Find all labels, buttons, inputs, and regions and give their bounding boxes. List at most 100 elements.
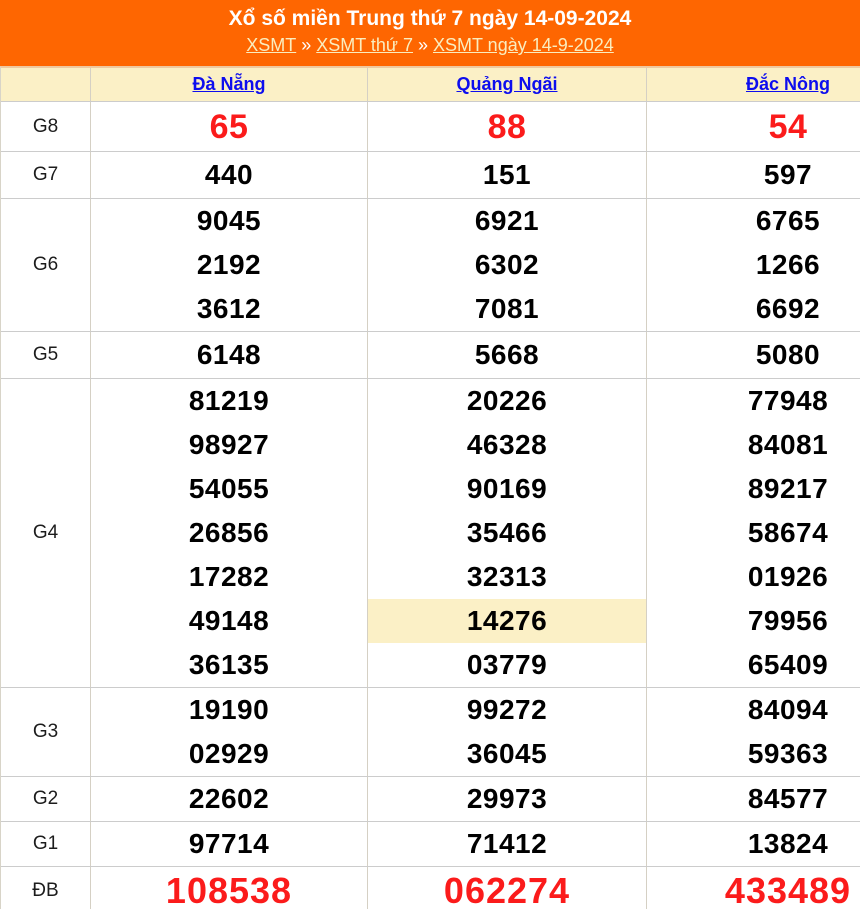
- prize-value: 151: [482, 159, 532, 190]
- prize-cell: 88: [367, 102, 646, 151]
- prize-cell: 84094 59363: [646, 688, 860, 776]
- prize-value: 19190: [188, 694, 270, 725]
- prize-value: 433489: [724, 869, 852, 909]
- prize-label: G3: [32, 721, 59, 742]
- prize-value: 3612: [196, 293, 262, 324]
- prize-value: 36135: [188, 649, 270, 680]
- prize-row-g5: G5 6148 5668 5080: [1, 332, 860, 379]
- prize-value: 99272: [466, 694, 548, 725]
- prize-label: G6: [32, 254, 59, 275]
- column-header-quang-ngai: Quảng Ngãi: [367, 68, 646, 101]
- prize-row-db: ĐB 108538 062274 433489: [1, 867, 860, 909]
- prize-value: 1266: [755, 249, 821, 280]
- prize-value: 13824: [747, 828, 829, 859]
- prize-cell: 597: [646, 152, 860, 198]
- column-header-row: Đà Nẵng Quảng Ngãi Đắc Nông: [1, 68, 860, 102]
- prize-value: 5668: [474, 339, 540, 370]
- prize-value: 6302: [474, 249, 540, 280]
- prize-cell: 97714: [90, 822, 367, 866]
- prize-value: 2192: [196, 249, 262, 280]
- prize-value: 35466: [466, 517, 548, 548]
- prize-value: 9045: [196, 205, 262, 236]
- breadcrumb-separator: »: [417, 35, 428, 55]
- prize-cell: 5080: [646, 332, 860, 378]
- prize-label: G8: [32, 115, 59, 137]
- prize-value: 7081: [474, 293, 540, 324]
- prize-value: 20226: [466, 385, 548, 416]
- prize-value: 84577: [747, 783, 829, 814]
- breadcrumb-separator: »: [301, 35, 312, 55]
- prize-value: 81219: [188, 385, 270, 416]
- prize-value: 84094: [747, 694, 829, 725]
- prize-value: 58674: [747, 517, 829, 548]
- province-link-dac-nong[interactable]: Đắc Nông: [745, 74, 830, 94]
- prize-cell: 9045 2192 3612: [90, 199, 367, 331]
- prize-cell: 433489: [646, 867, 860, 909]
- column-header-dac-nong: Đắc Nông: [646, 68, 860, 101]
- prize-value: 54: [768, 107, 808, 146]
- prize-row-g8: G8 65 88 54: [1, 102, 860, 152]
- results-table: Đà Nẵng Quảng Ngãi Đắc Nông G8 65 88 54 …: [0, 66, 860, 909]
- prize-value: 062274: [443, 869, 571, 909]
- column-header-da-nang: Đà Nẵng: [90, 68, 367, 101]
- prize-cell: 29973: [367, 777, 646, 821]
- prize-value: 597: [763, 159, 813, 190]
- prize-cell: 13824: [646, 822, 860, 866]
- prize-cell: 5668: [367, 332, 646, 378]
- prize-label: G4: [32, 522, 59, 543]
- prize-cell: 54: [646, 102, 860, 151]
- page-title: Xổ số miền Trung thứ 7 ngày 14-09-2024: [228, 7, 632, 30]
- prize-value: 01926: [747, 561, 829, 592]
- prize-value: 65409: [747, 649, 829, 680]
- prize-value: 17282: [188, 561, 270, 592]
- prize-row-g1: G1 97714 71412 13824: [1, 822, 860, 867]
- prize-row-g6: G6 9045 2192 3612 6921 6302 7081 6765 12…: [1, 199, 860, 332]
- corner-cell: [1, 68, 90, 101]
- prize-value: 90169: [466, 473, 548, 504]
- breadcrumb-link-xsmt[interactable]: XSMT: [246, 35, 297, 55]
- prize-value: 29973: [466, 783, 548, 814]
- highlighted-prize-value: 14276: [368, 599, 646, 643]
- prize-cell: 6765 1266 6692: [646, 199, 860, 331]
- prize-cell: 440: [90, 152, 367, 198]
- prize-value: 97714: [188, 828, 270, 859]
- prize-cell: 84577: [646, 777, 860, 821]
- prize-value: 65: [209, 107, 249, 146]
- prize-cell: 062274: [367, 867, 646, 909]
- prize-value: 6692: [755, 293, 821, 324]
- prize-cell: 19190 02929: [90, 688, 367, 776]
- prize-cell: 99272 36045: [367, 688, 646, 776]
- breadcrumb-link-xsmt-date[interactable]: XSMT ngày 14-9-2024: [433, 35, 614, 55]
- prize-value: 77948: [747, 385, 829, 416]
- prize-cell: 108538: [90, 867, 367, 909]
- province-link-quang-ngai[interactable]: Quảng Ngãi: [456, 74, 558, 94]
- prize-value: 98927: [188, 429, 270, 460]
- prize-cell: 22602: [90, 777, 367, 821]
- breadcrumb-link-xsmt-thu7[interactable]: XSMT thứ 7: [316, 35, 413, 55]
- prize-value: 6765: [755, 205, 821, 236]
- prize-value: 88: [487, 107, 527, 146]
- prize-value: 22602: [188, 783, 270, 814]
- province-link-da-nang[interactable]: Đà Nẵng: [192, 74, 266, 94]
- prize-value: 02929: [188, 738, 270, 769]
- prize-value: 59363: [747, 738, 829, 769]
- prize-label: G7: [32, 164, 59, 185]
- prize-value: 89217: [747, 473, 829, 504]
- prize-cell: 6921 6302 7081: [367, 199, 646, 331]
- prize-cell: 65: [90, 102, 367, 151]
- prize-value: 79956: [747, 605, 829, 636]
- page-header: Xổ số miền Trung thứ 7 ngày 14-09-2024 X…: [0, 0, 860, 66]
- prize-value: 108538: [165, 869, 293, 909]
- prize-label: G2: [32, 788, 59, 809]
- prize-value: 440: [204, 159, 254, 190]
- prize-label: G1: [32, 833, 59, 854]
- prize-cell: 20226 46328 90169 35466 32313 14276 0377…: [367, 379, 646, 687]
- breadcrumb: XSMT» XSMT thứ 7» XSMT ngày 14-9-2024: [0, 32, 860, 58]
- prize-row-g4: G4 81219 98927 54055 26856 17282 49148 3…: [1, 379, 860, 688]
- prize-cell: 77948 84081 89217 58674 01926 79956 6540…: [646, 379, 860, 687]
- prize-value: 36045: [466, 738, 548, 769]
- prize-value: 71412: [466, 828, 548, 859]
- prize-value: 32313: [466, 561, 548, 592]
- prize-value: 54055: [188, 473, 270, 504]
